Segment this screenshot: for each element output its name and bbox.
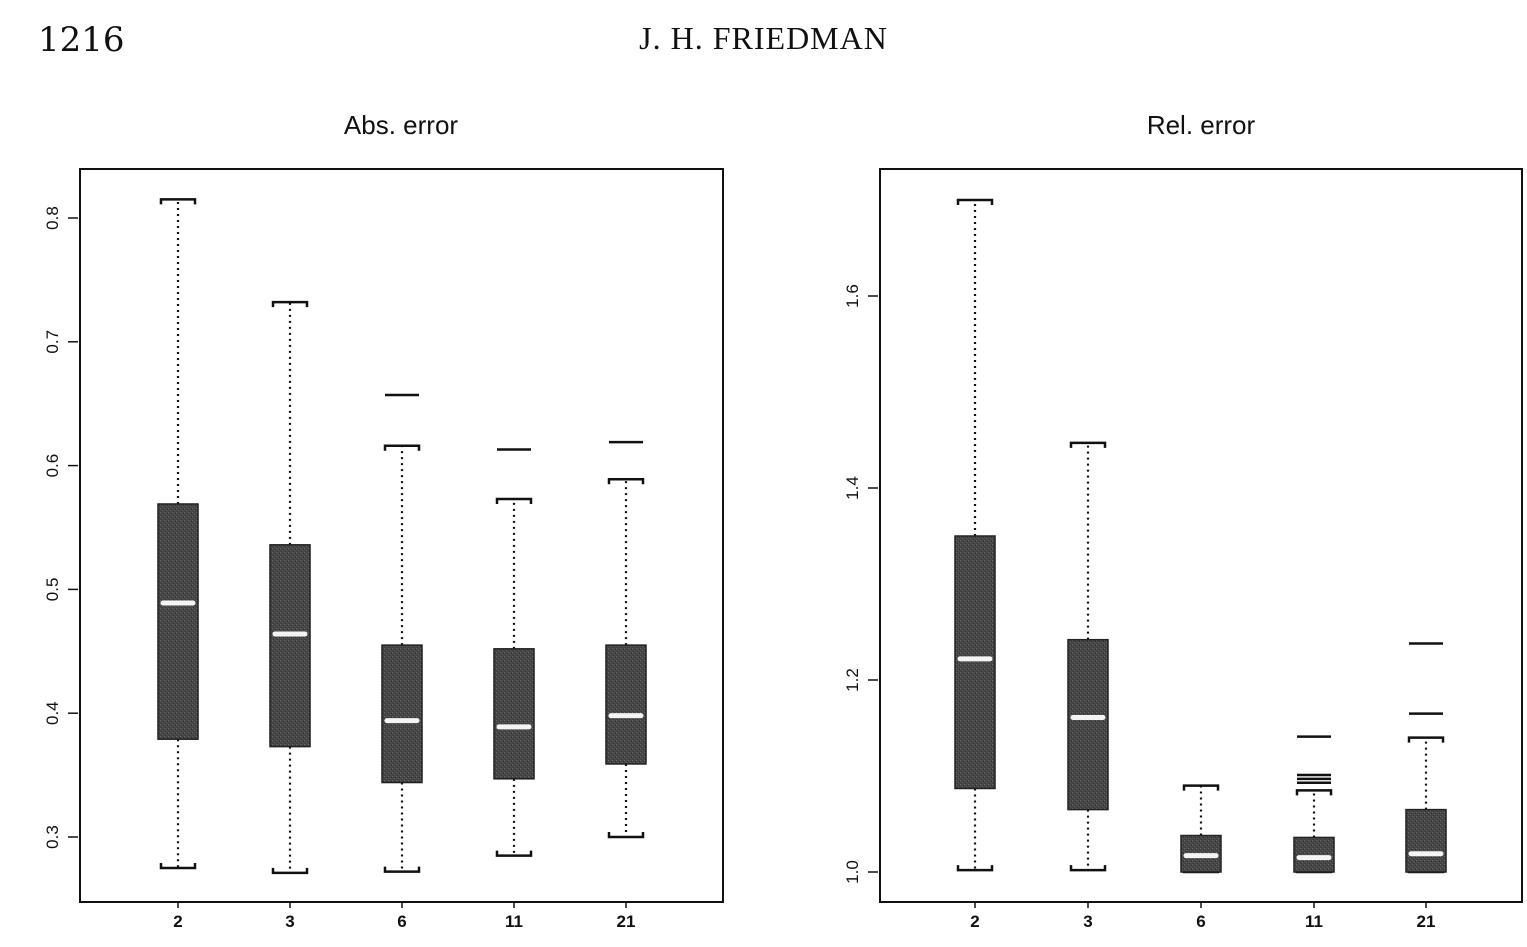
rel-error-box-6: [1180, 784, 1222, 874]
upper-whisker-cap: [1182, 784, 1220, 791]
rel-error-ytick-label: 1.4: [843, 476, 862, 500]
iqr-box: [1293, 836, 1335, 873]
abs-error-box-3: [269, 300, 311, 875]
upper-whisker-cap: [1407, 736, 1445, 743]
abs-error-title: Abs. error: [344, 110, 458, 140]
abs-error-xtick-label-6: 6: [397, 912, 406, 931]
rel-error-y-axis: 1.0 1.2 1.4 1.6: [843, 284, 878, 884]
iqr-box: [157, 503, 199, 740]
rel-error-ytick-label: 1.6: [843, 284, 862, 308]
rel-error-chart: Rel. error 1.0 1.2 1.4 1.6 2 3 6 11 21: [843, 110, 1523, 931]
lower-whisker-cap: [956, 865, 994, 872]
abs-error-ytick-label: 0.3: [43, 825, 62, 849]
rel-error-xtick-label-3: 3: [1083, 912, 1092, 931]
rel-error-box-2: [954, 198, 996, 872]
abs-error-chart: Abs. error 0.3 0.4 0.5 0.6 0.7 0.8 2 3 6 11 21: [43, 110, 724, 931]
abs-error-x-axis: 2 3 6 11 21: [173, 902, 635, 931]
upper-whisker-cap: [1069, 441, 1107, 448]
iqr-box: [1067, 638, 1109, 811]
rel-error-xtick-label-11: 11: [1305, 912, 1323, 931]
abs-error-ytick-label: 0.7: [43, 330, 62, 354]
upper-whisker-cap: [607, 477, 645, 485]
rel-error-x-axis: 2 3 6 11 21: [970, 902, 1435, 931]
rel-error-boxes: [954, 198, 1447, 874]
abs-error-box-21: [605, 440, 647, 839]
abs-error-xtick-label-2: 2: [173, 912, 182, 931]
abs-error-box-6: [381, 393, 423, 873]
upper-whisker-cap: [1295, 789, 1333, 796]
page-number: 1216: [38, 20, 125, 60]
iqr-box: [493, 648, 535, 780]
abs-error-xtick-label-3: 3: [285, 912, 294, 931]
abs-error-box-2: [157, 198, 199, 870]
iqr-box: [605, 644, 647, 765]
abs-error-ytick-label: 0.4: [43, 701, 62, 725]
rel-error-xtick-label-2: 2: [970, 912, 979, 931]
abs-error-xtick-label-21: 21: [617, 912, 636, 931]
upper-whisker-cap: [159, 198, 197, 205]
abs-error-boxes: [157, 198, 647, 875]
rel-error-ytick-label: 1.2: [843, 668, 862, 692]
abs-error-box-11: [493, 448, 535, 857]
rel-error-title: Rel. error: [1147, 110, 1256, 140]
lower-whisker-cap: [271, 867, 309, 875]
rel-error-box-3: [1067, 441, 1109, 872]
rel-error-box-11: [1293, 735, 1335, 874]
iqr-box: [1405, 808, 1447, 873]
upper-whisker-cap: [495, 497, 533, 505]
rel-error-xtick-label-21: 21: [1417, 912, 1436, 931]
upper-whisker-cap: [956, 198, 994, 205]
rel-error-xtick-label-6: 6: [1196, 912, 1205, 931]
iqr-box: [269, 544, 311, 748]
abs-error-ytick-label: 0.8: [43, 206, 62, 230]
abs-error-ytick-label: 0.5: [43, 578, 62, 602]
lower-whisker-cap: [383, 866, 421, 873]
abs-error-y-axis: 0.3 0.4 0.5 0.6 0.7 0.8: [43, 206, 78, 849]
abs-error-xtick-label-11: 11: [505, 912, 523, 931]
lower-whisker-cap: [159, 862, 197, 870]
rel-error-ytick-label: 1.0: [843, 860, 862, 884]
running-head: J. H. FRIEDMAN: [639, 20, 888, 56]
upper-whisker-cap: [383, 444, 421, 451]
lower-whisker-cap: [495, 850, 533, 857]
upper-whisker-cap: [271, 300, 309, 308]
lower-whisker-cap: [607, 832, 645, 839]
abs-error-ytick-label: 0.6: [43, 454, 62, 478]
iqr-box: [954, 535, 996, 790]
rel-error-box-21: [1405, 642, 1447, 874]
lower-whisker-cap: [1069, 865, 1107, 872]
iqr-box: [381, 644, 423, 784]
